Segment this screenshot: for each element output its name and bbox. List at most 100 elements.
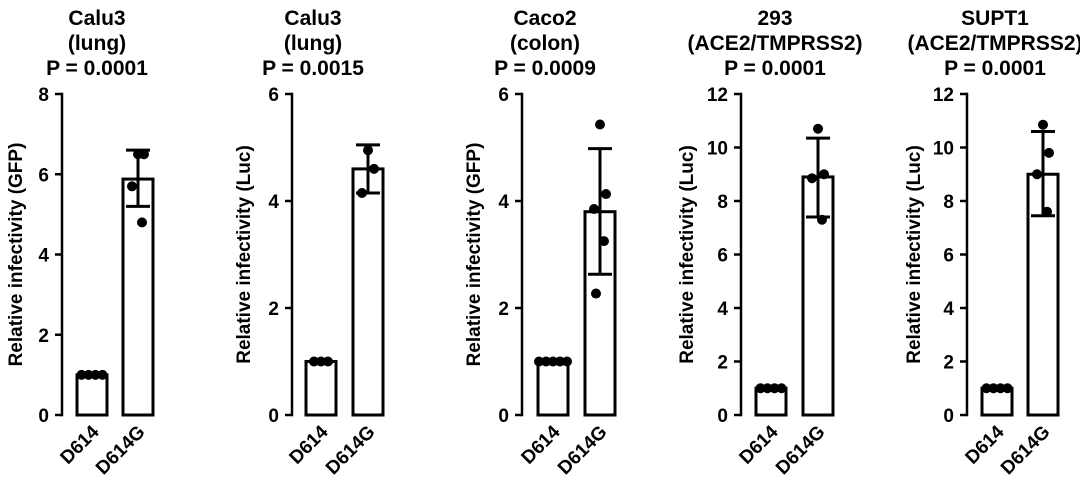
- data-point: [309, 356, 319, 367]
- panel-title-line: P = 0.0001: [944, 57, 1046, 80]
- y-tick-label: 0: [717, 406, 728, 427]
- panel-title-line: (lung): [68, 32, 126, 55]
- x-category-label: D614G: [92, 422, 149, 479]
- data-point: [137, 217, 147, 228]
- bar-d614g: [583, 210, 617, 417]
- data-point: [591, 288, 601, 299]
- panel-title-line: (ACE2/TMPRSS2): [687, 32, 862, 55]
- data-point: [90, 369, 101, 380]
- data-point: [988, 383, 999, 394]
- bar-d614: [536, 360, 570, 417]
- data-point: [139, 149, 149, 160]
- panel-title-line: Caco2: [513, 7, 576, 30]
- panel-title-line: (lung): [284, 32, 342, 55]
- data-point: [595, 119, 605, 130]
- panel-title-line: P = 0.0001: [46, 57, 148, 80]
- chart-panel-5: SUPT1(ACE2/TMPRSS2)P = 0.0001 Relative in…: [904, 7, 1080, 479]
- x-category-label: D614G: [772, 422, 829, 479]
- y-tick-label: 10: [933, 139, 954, 160]
- data-point: [1032, 169, 1042, 180]
- data-point: [981, 383, 992, 394]
- bar-d614g: [121, 177, 155, 417]
- data-point: [769, 383, 780, 394]
- data-point: [555, 356, 565, 367]
- y-tick-label: 4: [38, 246, 49, 267]
- y-tick-label: 2: [717, 353, 728, 374]
- data-point: [534, 356, 544, 367]
- x-category-label: D614G: [322, 422, 379, 479]
- panel-title-line: (colon): [510, 32, 580, 55]
- data-point: [819, 169, 829, 180]
- data-point: [323, 356, 333, 367]
- data-point: [755, 383, 766, 394]
- data-point: [562, 356, 572, 367]
- data-point: [316, 356, 326, 367]
- x-category-label: D614G: [554, 422, 611, 479]
- y-axis-label: Relative infectivity (Luc): [904, 145, 925, 364]
- y-tick-label: 8: [943, 192, 954, 213]
- panel-title-line: Calu3: [68, 7, 125, 30]
- bar-d614: [75, 373, 109, 417]
- data-point: [776, 383, 787, 394]
- chart-panel-4: 293(ACE2/TMPRSS2)P = 0.0001 Relative infe…: [677, 7, 863, 479]
- panel-title-line: P = 0.0001: [724, 57, 826, 80]
- bar-d614: [304, 360, 338, 417]
- x-category-label: D614G: [997, 422, 1054, 479]
- panel-title-line: 293: [757, 7, 792, 30]
- y-tick-label: 0: [268, 406, 279, 427]
- chart-panel-3: Caco2(colon)P = 0.0009 Relative infectivi…: [464, 7, 617, 479]
- panel-title-line: SUPT1: [961, 7, 1029, 30]
- chart-panel-2: Calu3(lung)P = 0.0015 Relative infectivit…: [234, 7, 385, 479]
- y-tick-label: 8: [38, 85, 49, 106]
- data-point: [1038, 119, 1048, 130]
- data-point: [1042, 206, 1052, 217]
- data-point: [541, 356, 551, 367]
- data-point: [83, 369, 94, 380]
- data-point: [995, 383, 1006, 394]
- data-point: [599, 236, 609, 247]
- y-tick-label: 0: [498, 406, 509, 427]
- y-tick-label: 12: [933, 85, 954, 106]
- chart-panel-1: Calu3(lung)P = 0.0001 Relative infectivit…: [6, 7, 155, 479]
- y-tick-label: 2: [268, 299, 279, 320]
- data-point: [76, 369, 87, 380]
- y-tick-label: 2: [38, 326, 49, 347]
- data-point: [1044, 147, 1054, 158]
- y-axis-label: Relative infectivity (Luc): [234, 145, 255, 364]
- y-tick-label: 4: [498, 192, 509, 213]
- data-point: [1002, 383, 1013, 394]
- y-tick-label: 12: [707, 85, 728, 106]
- data-point: [357, 187, 367, 198]
- bar-d614g: [351, 167, 385, 417]
- y-axis-label: Relative infectivity (GFP): [6, 143, 27, 367]
- panel-title-line: Calu3: [284, 7, 341, 30]
- panel-title-line: P = 0.0015: [262, 57, 364, 80]
- data-point: [127, 181, 137, 192]
- y-tick-label: 6: [498, 85, 509, 106]
- y-tick-label: 6: [268, 85, 279, 106]
- y-tick-label: 2: [943, 353, 954, 374]
- data-point: [363, 145, 373, 156]
- y-tick-label: 6: [943, 246, 954, 267]
- data-point: [548, 356, 558, 367]
- y-axis-label: Relative infectivity (Luc): [677, 145, 698, 364]
- y-tick-label: 0: [38, 406, 49, 427]
- y-tick-label: 4: [943, 299, 954, 320]
- y-tick-label: 4: [717, 299, 728, 320]
- data-point: [813, 123, 823, 134]
- data-point: [589, 204, 599, 215]
- y-tick-label: 0: [943, 406, 954, 427]
- data-point: [762, 383, 773, 394]
- data-point: [601, 189, 611, 200]
- y-tick-label: 10: [707, 139, 728, 160]
- y-tick-label: 2: [498, 299, 509, 320]
- data-point: [817, 214, 827, 225]
- y-tick-label: 4: [268, 192, 279, 213]
- data-point: [369, 163, 379, 174]
- data-point: [97, 369, 108, 380]
- panel-title-line: (ACE2/TMPRSS2): [907, 32, 1080, 55]
- y-tick-label: 6: [38, 165, 49, 186]
- y-tick-label: 8: [717, 192, 728, 213]
- y-tick-label: 6: [717, 246, 728, 267]
